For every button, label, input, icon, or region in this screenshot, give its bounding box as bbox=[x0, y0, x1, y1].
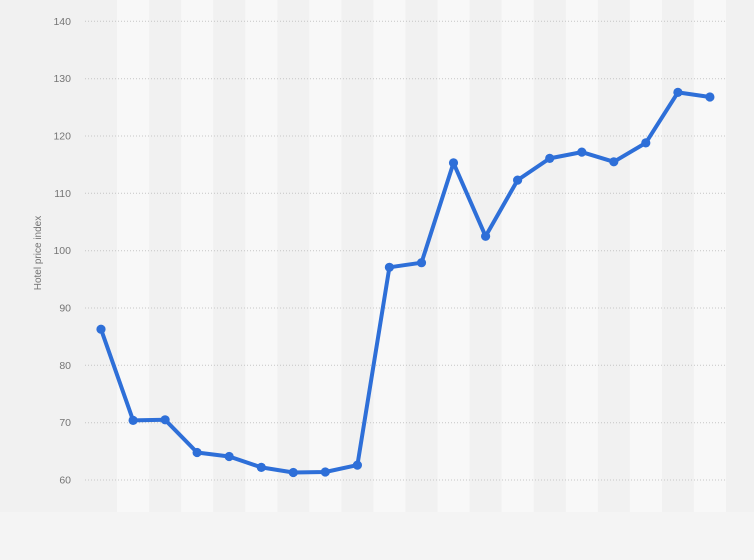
background-band bbox=[629, 0, 662, 512]
data-point[interactable] bbox=[224, 451, 234, 462]
data-point[interactable] bbox=[192, 447, 202, 458]
background-band bbox=[181, 0, 214, 512]
y-tick-label: 110 bbox=[54, 188, 71, 200]
data-point[interactable] bbox=[513, 175, 523, 185]
chart-footer-area bbox=[0, 512, 754, 560]
background-band bbox=[245, 0, 278, 512]
y-tick-label: 80 bbox=[59, 360, 71, 372]
data-point[interactable] bbox=[128, 415, 138, 425]
y-tick-label: 140 bbox=[53, 16, 71, 28]
data-point[interactable] bbox=[545, 153, 555, 163]
y-axis-tick-labels: 60 70 80 90 100 110 120 130 140 bbox=[53, 16, 71, 487]
data-line bbox=[99, 90, 712, 475]
data-point[interactable] bbox=[641, 138, 651, 148]
y-tick-label: 60 bbox=[59, 475, 71, 487]
background-band bbox=[693, 0, 726, 512]
column-bands bbox=[117, 0, 726, 512]
background-band bbox=[117, 0, 150, 512]
data-point[interactable] bbox=[577, 147, 587, 157]
data-point[interactable] bbox=[481, 231, 491, 241]
data-point[interactable] bbox=[320, 467, 330, 477]
y-tick-label: 70 bbox=[59, 417, 71, 429]
data-point[interactable] bbox=[609, 157, 619, 167]
data-point[interactable] bbox=[160, 415, 170, 425]
data-point[interactable] bbox=[96, 324, 106, 334]
y-tick-label: 90 bbox=[59, 303, 71, 315]
y-tick-label: 100 bbox=[53, 245, 71, 257]
y-axis-title: Hotel price index bbox=[33, 216, 44, 290]
y-tick-label: 120 bbox=[53, 131, 71, 143]
data-point[interactable] bbox=[416, 258, 427, 268]
background-band bbox=[437, 0, 470, 512]
gridlines bbox=[85, 20, 726, 481]
data-point[interactable] bbox=[448, 158, 459, 168]
background-band bbox=[565, 0, 598, 512]
data-point[interactable] bbox=[256, 462, 266, 472]
data-point[interactable] bbox=[705, 92, 715, 102]
data-point[interactable] bbox=[673, 87, 683, 97]
data-points bbox=[96, 87, 715, 478]
background-band bbox=[373, 0, 406, 512]
background-band bbox=[501, 0, 534, 512]
y-tick-label: 130 bbox=[53, 73, 71, 85]
data-point[interactable] bbox=[384, 262, 394, 272]
data-point[interactable] bbox=[288, 467, 298, 478]
background-band bbox=[309, 0, 342, 512]
data-point[interactable] bbox=[352, 460, 362, 470]
